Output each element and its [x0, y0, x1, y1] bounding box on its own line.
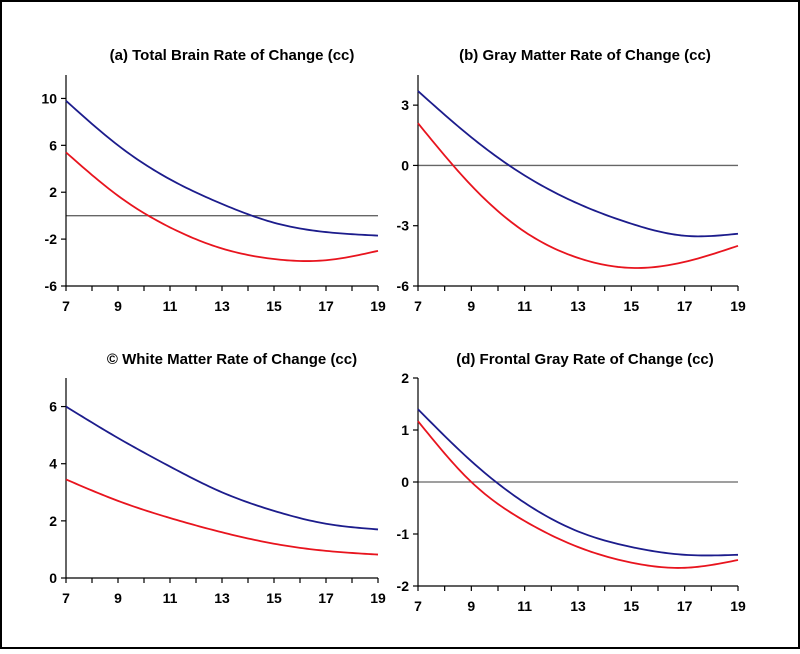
panel-title: © White Matter Rate of Change (cc) — [107, 351, 357, 368]
series-line-blue — [65, 100, 379, 237]
x-tick-label: 7 — [62, 590, 70, 606]
series-line-red — [65, 478, 379, 556]
y-tick-label: 2 — [49, 184, 57, 200]
y-tick-label: -3 — [397, 218, 410, 234]
y-tick-label: 3 — [401, 97, 409, 113]
x-tick-label: 13 — [214, 298, 230, 314]
y-tick-label: 0 — [401, 157, 409, 173]
x-tick-label: 7 — [414, 598, 422, 614]
x-tick-label: 11 — [163, 298, 178, 314]
panel-d-frontal-gray: (d) Frontal Gray Rate of Change (cc) -2 -… — [397, 351, 746, 614]
x-tick-label: 17 — [318, 298, 334, 314]
y-tick-label: -2 — [45, 231, 58, 247]
panel-c-white-matter: © White Matter Rate of Change (cc) 0 2 4 6 7… — [49, 351, 386, 606]
x-tick-label: 15 — [266, 590, 282, 606]
x-tick-label: 11 — [163, 590, 178, 606]
x-tick-label: 15 — [624, 598, 640, 614]
series-line-blue — [417, 408, 739, 557]
panel-b-gray-matter: (b) Gray Matter Rate of Change (cc) -6 -3… — [397, 47, 746, 314]
y-tick-label: 1 — [401, 422, 409, 438]
series-line-red — [65, 151, 379, 262]
x-tick-label: 9 — [467, 298, 475, 314]
x-tick-label: 17 — [677, 598, 693, 614]
y-tick-label: 2 — [401, 370, 409, 386]
y-tick-label: 4 — [49, 456, 57, 472]
y-tick-label: -6 — [45, 278, 58, 294]
x-tick-label: 15 — [266, 298, 282, 314]
x-tick-label: 17 — [318, 590, 334, 606]
x-tick-label: 15 — [624, 298, 640, 314]
x-tick-label: 19 — [730, 598, 746, 614]
y-tick-label: 6 — [49, 399, 57, 415]
x-tick-label: 7 — [62, 298, 70, 314]
x-tick-label: 13 — [570, 298, 586, 314]
y-tick-label: -2 — [397, 578, 410, 594]
y-tick-label: -6 — [397, 278, 410, 294]
x-tick-label: 19 — [370, 298, 386, 314]
series-line-red — [417, 122, 739, 269]
x-tick-label: 19 — [370, 590, 386, 606]
y-tick-label: -1 — [397, 526, 410, 542]
x-tick-label: 13 — [570, 598, 586, 614]
x-tick-label: 19 — [730, 298, 746, 314]
x-tick-label: 9 — [114, 590, 122, 606]
x-tick-label: 13 — [214, 590, 230, 606]
y-tick-label: 6 — [49, 137, 57, 153]
x-tick-label: 9 — [467, 598, 475, 614]
series-line-red — [417, 420, 739, 569]
x-tick-label: 11 — [517, 598, 532, 614]
x-tick-label: 7 — [414, 298, 422, 314]
y-tick-label: 0 — [49, 570, 57, 586]
panel-a-total-brain: (a) Total Brain Rate of Change (cc) -6 -2… — [41, 47, 386, 314]
x-tick-label: 11 — [517, 298, 532, 314]
x-tick-label: 17 — [677, 298, 693, 314]
panel-title: (a) Total Brain Rate of Change (cc) — [110, 47, 355, 64]
panel-title: (b) Gray Matter Rate of Change (cc) — [459, 47, 711, 64]
series-line-blue — [417, 90, 739, 238]
series-line-blue — [65, 405, 379, 531]
y-tick-label: 10 — [41, 90, 57, 106]
x-tick-label: 9 — [114, 298, 122, 314]
panel-title: (d) Frontal Gray Rate of Change (cc) — [456, 351, 714, 368]
y-tick-label: 2 — [49, 513, 57, 529]
y-tick-label: 0 — [401, 474, 409, 490]
